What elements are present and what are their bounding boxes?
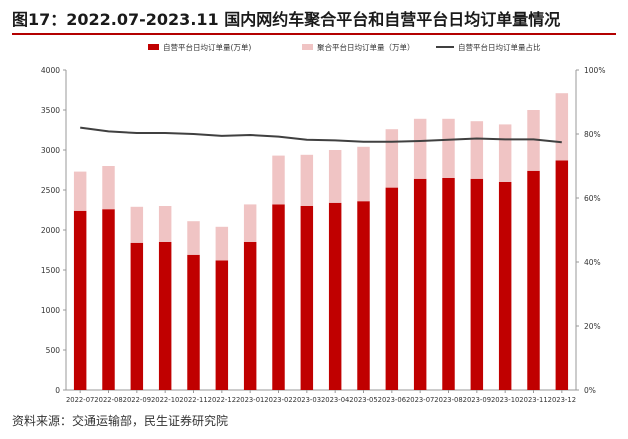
bar-self [470, 178, 484, 390]
share-line [80, 126, 562, 144]
bar-agg [498, 124, 512, 182]
y-right-tick-label: 80% [584, 130, 601, 139]
bar-self [243, 242, 257, 390]
y-left-tick-label: 0 [55, 386, 60, 395]
bar-agg [272, 155, 285, 205]
x-tick-label: 2023-10 [491, 396, 519, 404]
bar-self [73, 210, 87, 390]
y-left-tick-label: 1500 [41, 266, 60, 275]
bars [73, 93, 569, 390]
y-right-tick-label: 0% [584, 386, 596, 395]
share-line-path [80, 126, 562, 144]
y-left-tick-label: 4000 [41, 66, 60, 75]
bar-agg [555, 93, 569, 161]
bar-agg [470, 121, 484, 179]
legend-agg-swatch [302, 44, 313, 50]
legend-self-swatch [148, 44, 159, 50]
bar-agg [385, 129, 399, 188]
bar-self [102, 209, 115, 390]
x-tick-label: 2023-02 [264, 396, 292, 404]
bar-self [442, 178, 455, 390]
x-tick-label: 2023-11 [519, 396, 547, 404]
bar-agg [300, 154, 314, 206]
x-tick-label: 2023-04 [321, 396, 349, 404]
x-tick-label: 2022-11 [179, 396, 207, 404]
y-left-tick-label: 3000 [41, 146, 60, 155]
bar-self [555, 160, 569, 390]
y-left-tick-label: 2000 [41, 226, 60, 235]
chart-title: 图17：2022.07-2023.11 国内网约车聚合平台和自营平台日均订单量情… [12, 10, 561, 29]
x-tick-label: 2023-08 [434, 396, 462, 404]
x-tick-label: 2022-09 [123, 396, 151, 404]
x-tick-label: 2022-08 [94, 396, 122, 404]
bar-self [498, 182, 512, 390]
legend: 自营平台日均订单量(万单) 聚合平台日均订单量（万单） 自营平台日均订单量占比 [148, 42, 541, 52]
bar-agg [158, 206, 172, 242]
bar-self [272, 204, 285, 390]
bar-self [187, 254, 200, 390]
bar-agg [215, 226, 229, 261]
x-tick-label: 2023-06 [378, 396, 406, 404]
bar-self [357, 201, 370, 390]
bar-self [130, 242, 144, 390]
x-tick-label: 2023-09 [463, 396, 491, 404]
x-tick-label: 2023-03 [293, 396, 321, 404]
legend-self-label: 自营平台日均订单量(万单) [163, 42, 251, 52]
y-right-tick-label: 60% [584, 194, 601, 203]
bar-agg [357, 146, 370, 202]
source-note: 资料来源：交通运输部，民生证券研究院 [12, 414, 229, 428]
x-tick-label: 2023-05 [349, 396, 377, 404]
bar-agg [130, 206, 144, 243]
axes: 0 500 1000 1500 2000 2500 3000 3500 4000 0% 20% 40%… [41, 66, 606, 404]
y-right-tick-label: 100% [584, 66, 605, 75]
bar-agg [413, 118, 427, 179]
legend-line-label: 自营平台日均订单量占比 [458, 42, 541, 52]
title-rule [12, 33, 616, 35]
x-tick-label: 2023-12 [548, 396, 576, 404]
bar-self [300, 206, 314, 390]
x-tick-label: 2022-07 [66, 396, 94, 404]
x-tick-label: 2023-01 [236, 396, 264, 404]
y-left-tick-label: 500 [46, 346, 61, 355]
bar-agg [102, 166, 115, 210]
y-right-tick-label: 40% [584, 258, 601, 267]
legend-agg-label: 聚合平台日均订单量（万单） [317, 42, 415, 52]
y-left-tick-label: 1000 [41, 306, 60, 315]
bar-agg [328, 150, 342, 203]
bar-self [527, 170, 540, 390]
bar-self [385, 187, 399, 390]
bar-agg [442, 118, 455, 178]
y-right-tick-label: 20% [584, 322, 601, 331]
x-tick-label: 2023-07 [406, 396, 434, 404]
x-tick-label: 2022-10 [151, 396, 179, 404]
bar-agg [243, 204, 257, 242]
bar-self [413, 178, 427, 390]
bar-agg [73, 171, 87, 211]
y-left-tick-label: 3500 [41, 106, 60, 115]
chart: 自营平台日均订单量(万单) 聚合平台日均订单量（万单） 自营平台日均订单量占比 0 5… [41, 42, 606, 404]
y-left-tick-label: 2500 [41, 186, 60, 195]
bar-self [328, 202, 342, 390]
bar-self [215, 260, 229, 390]
x-tick-label: 2022-12 [208, 396, 236, 404]
bar-agg [187, 221, 200, 255]
bar-self [158, 242, 172, 390]
